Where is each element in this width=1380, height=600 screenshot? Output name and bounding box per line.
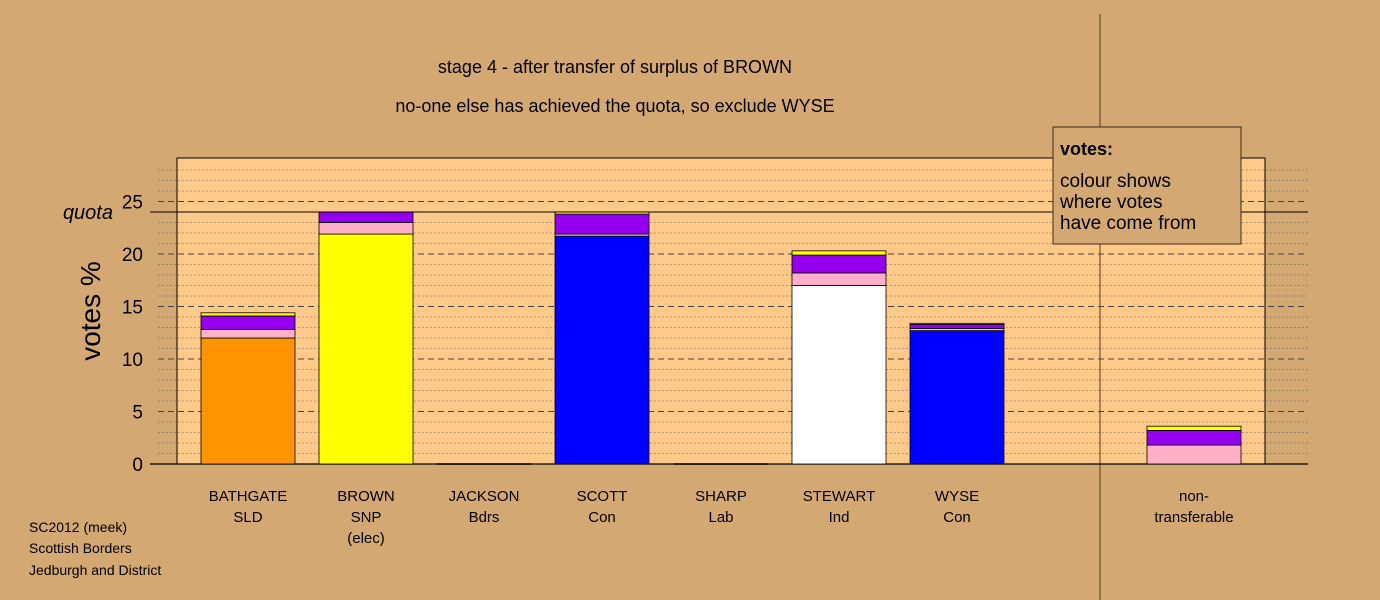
category-label: SNP <box>351 509 382 526</box>
quota-label: quota <box>63 202 113 224</box>
bar-segment <box>554 213 650 235</box>
category-label: BROWN <box>337 488 395 505</box>
y-tick-label: 15 <box>122 298 143 319</box>
category-label: SCOTT <box>577 488 628 505</box>
bar-segment <box>791 250 887 256</box>
bar-segment <box>318 211 414 223</box>
category-label: Con <box>943 509 971 526</box>
legend-heading: votes: <box>1060 139 1113 159</box>
legend-line: colour shows <box>1060 171 1171 192</box>
category-label: non- <box>1179 488 1209 505</box>
category-label: BATHGATE <box>209 488 288 505</box>
category-label: JACKSON <box>449 488 520 505</box>
bar-segment <box>791 272 887 286</box>
y-tick-label: 0 <box>132 455 143 476</box>
y-axis-label: votes % <box>75 261 106 361</box>
legend-line: have come from <box>1060 213 1196 234</box>
bar-segment <box>200 329 296 339</box>
bar-segment <box>791 285 887 465</box>
bar-segment <box>318 233 414 465</box>
y-tick-label: 20 <box>122 245 143 266</box>
category-label: Con <box>588 509 616 526</box>
footer: SC2012 (meek) Scottish Borders Jedburgh … <box>29 519 161 578</box>
bar-segment <box>318 222 414 235</box>
chart-title: stage 4 - after transfer of surplus of B… <box>438 57 792 77</box>
footer-line: Jedburgh and District <box>29 562 161 578</box>
bar-segment <box>909 322 1005 325</box>
legend: votes: colour shows where votes have com… <box>1052 126 1242 245</box>
y-axis-ticks: 0 5 10 15 20 25 <box>122 193 143 477</box>
bar-segment <box>200 312 296 317</box>
x-axis-labels: BATHGATE SLD BROWN SNP (elec) JACKSON Bdrs SCOT… <box>209 488 1234 547</box>
legend-line: where votes <box>1059 192 1162 213</box>
bar-segment <box>791 254 887 274</box>
bar-segment <box>1146 444 1242 465</box>
y-tick-label: 25 <box>122 193 143 214</box>
category-label: SHARP <box>695 488 747 505</box>
bar-segment <box>909 323 1005 329</box>
category-label: transferable <box>1154 509 1233 526</box>
bar-segment <box>909 330 1005 465</box>
category-label: WYSE <box>935 488 979 505</box>
bar-segment <box>1146 429 1242 446</box>
y-tick-label: 10 <box>122 350 143 371</box>
category-label: SLD <box>233 509 262 526</box>
bar-segment <box>200 315 296 331</box>
bar-segment <box>200 337 296 465</box>
y-tick-label: 5 <box>132 403 143 424</box>
category-label: Ind <box>829 509 850 526</box>
bars <box>200 211 1242 465</box>
bar-segment <box>554 235 650 465</box>
category-label: Bdrs <box>469 509 500 526</box>
category-label: (elec) <box>347 530 385 547</box>
chart-subtitle: no-one else has achieved the quota, so e… <box>395 96 834 116</box>
legend-box <box>1052 126 1242 245</box>
footer-line: SC2012 (meek) <box>29 519 127 535</box>
footer-line: Scottish Borders <box>29 540 132 556</box>
category-label: STEWART <box>803 488 876 505</box>
category-label: Lab <box>708 509 733 526</box>
bar-segment <box>1146 425 1242 431</box>
